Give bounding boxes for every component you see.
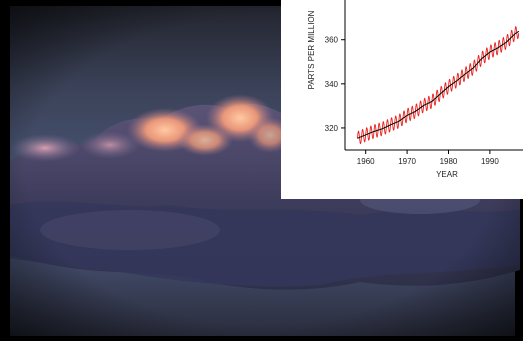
co2-chart-panel: 1960 1970 1980 1990 320 340 360 YEAR PARTS PER… [281,0,523,199]
series-monthly-line [356,26,520,145]
x-tick-label: 1990 [481,157,499,166]
x-tick-label: 1970 [398,157,416,166]
co2-line-chart: 1960 1970 1980 1990 320 340 360 YEAR PARTS PER… [307,0,523,179]
y-tick-label: 340 [325,80,339,89]
y-axis-title: PARTS PER MILLION [307,10,316,89]
y-tick-label: 320 [325,124,339,133]
y-tick-label: 360 [325,36,339,45]
chart-axes: 1960 1970 1980 1990 320 340 360 [325,0,523,166]
x-tick-label: 1960 [357,157,375,166]
x-tick-label: 1980 [440,157,458,166]
plot-area [356,26,520,145]
x-axis-title: YEAR [436,170,458,179]
series-annual-mean-line [357,30,520,139]
